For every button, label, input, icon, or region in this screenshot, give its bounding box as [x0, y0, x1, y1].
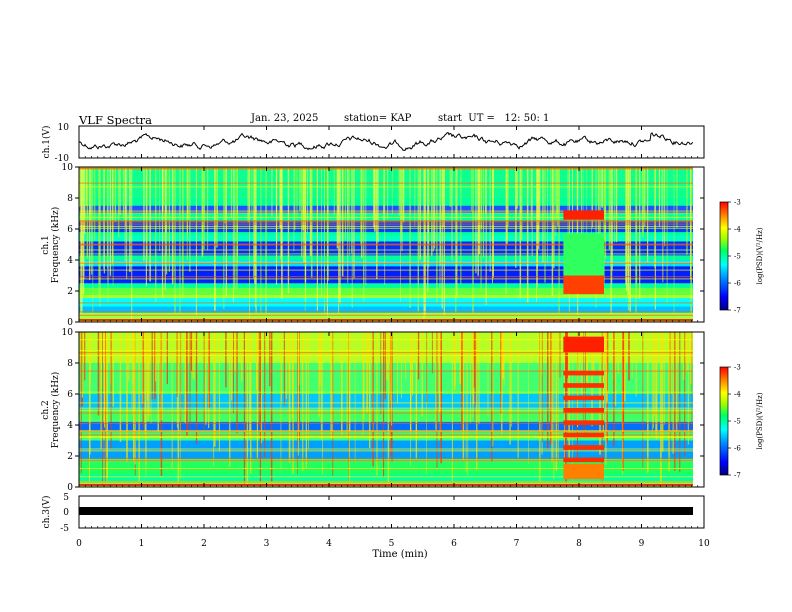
x-tick-label: 5 — [389, 539, 395, 549]
ch2-spectrogram-image — [79, 332, 693, 487]
ch1-ylabel: ch.1(V) — [41, 126, 52, 159]
x-tick-label: 0 — [76, 539, 82, 549]
freq-tick-label: 4 — [67, 256, 73, 266]
freq-tick-label: 6 — [67, 225, 73, 235]
x-tick-labels: 0 1 2 3 4 5 6 7 8 9 10 — [76, 539, 710, 549]
colorbar-tick-label: -3 — [734, 199, 741, 207]
x-tick-label: 7 — [514, 539, 520, 549]
ch3-waveform-panel: 5 0 -5 ch.3(V) — [41, 493, 705, 534]
station-label: station= KAP — [344, 113, 412, 124]
x-tick-marks — [78, 126, 705, 528]
plot-title: VLF Spectra — [79, 113, 153, 127]
freq-tick-label: 0 — [67, 483, 73, 493]
ch3-ytick-top: 5 — [63, 493, 69, 503]
ch3-ytick-mid: 0 — [63, 508, 69, 518]
colorbar-tick-label: -5 — [734, 253, 741, 261]
ch1-spec-ylabel-channel: ch.1 — [41, 235, 51, 254]
colorbar-tick-label: -5 — [734, 418, 741, 426]
freq-tick-label: 8 — [67, 359, 73, 369]
freq-tick-label: 0 — [67, 318, 73, 328]
ch2-spectrogram-panel: 0 2 4 6 8 10 ch.2 Frequency (kHz) — [41, 328, 705, 493]
x-tick-label: 9 — [639, 539, 645, 549]
ch1-spectrogram-panel: 0 2 4 6 8 10 ch.1 Frequency (kHz) — [41, 163, 705, 328]
ch2-spec-ylabel-channel: ch.2 — [41, 400, 51, 419]
freq-tick-label: 10 — [62, 328, 74, 338]
colorbar-tick-label: -6 — [734, 280, 741, 288]
ch1-ytick-bottom: -10 — [55, 154, 70, 164]
ch3-waveform-band — [79, 507, 693, 515]
ch1-colorbar: -3 -4 -5 -6 -7 log(PSD)(V²/Hz) — [719, 199, 764, 315]
ch2-colorbar-label: log(PSD)(V²/Hz) — [756, 392, 764, 449]
ch1-ytick-top: 10 — [58, 123, 70, 133]
ch2-spec-ylabel-frequency: Frequency (kHz) — [50, 372, 61, 449]
colorbar-tick-label: -7 — [734, 307, 741, 315]
ch2-colorbar: -3 -4 -5 -6 -7 log(PSD)(V²/Hz) — [719, 364, 764, 480]
x-tick-label: 10 — [698, 539, 710, 549]
start-time-label: start UT = 12: 50: 1 — [438, 113, 550, 124]
x-tick-label: 3 — [264, 539, 270, 549]
date-label: Jan. 23, 2025 — [251, 113, 319, 124]
colorbar-tick-label: -6 — [734, 445, 741, 453]
freq-tick-label: 2 — [67, 287, 73, 297]
ch1-waveform-line — [78, 131, 694, 151]
freq-tick-label: 8 — [67, 194, 73, 204]
freq-tick-label: 2 — [67, 452, 73, 462]
freq-tick-label: 6 — [67, 390, 73, 400]
ch1-spectrogram-image — [79, 167, 693, 322]
colorbar-tick-label: -4 — [734, 226, 741, 234]
freq-tick-label: 4 — [67, 421, 73, 431]
ch1-spec-ylabel-frequency: Frequency (kHz) — [50, 207, 61, 284]
x-tick-label: 6 — [451, 539, 457, 549]
colorbar-tick-label: -4 — [734, 391, 741, 399]
x-tick-label: 8 — [576, 539, 582, 549]
x-tick-label: 4 — [326, 539, 332, 549]
colorbar-tick-label: -3 — [734, 364, 741, 372]
x-axis-label: Time (min) — [372, 549, 427, 560]
colorbar-tick-label: -7 — [734, 472, 741, 480]
ch3-ytick-bottom: -5 — [60, 524, 69, 534]
ch3-ylabel: ch.3(V) — [41, 496, 52, 529]
x-tick-label: 1 — [139, 539, 145, 549]
x-tick-label: 2 — [201, 539, 207, 549]
ch1-colorbar-label: log(PSD)(V²/Hz) — [756, 227, 764, 284]
freq-tick-label: 10 — [62, 163, 74, 173]
ch1-waveform-panel: 10 -10 ch.1(V) — [41, 123, 705, 164]
